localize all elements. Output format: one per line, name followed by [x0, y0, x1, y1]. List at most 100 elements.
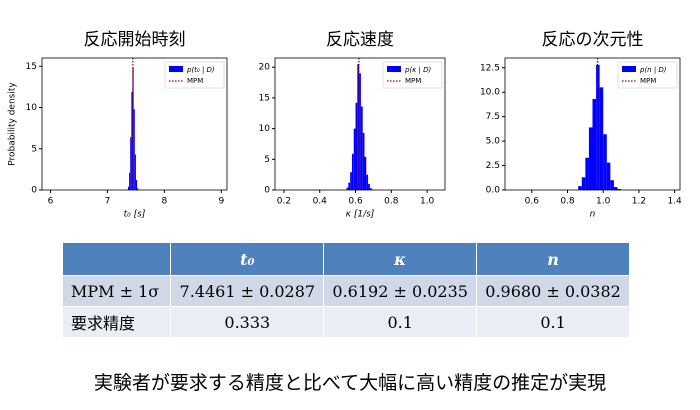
histogram-bar [137, 188, 139, 190]
histogram-bar [130, 137, 132, 190]
y-tick-label: 7.5 [486, 112, 500, 122]
cell: 7.4461 ± 0.0287 [170, 275, 325, 307]
legend-swatch [622, 66, 636, 72]
corner-cell [61, 242, 172, 276]
histogram-bar [135, 180, 138, 190]
histogram-bar [127, 186, 130, 190]
table-row: 要求精度 0.333 0.1 0.1 [61, 306, 630, 338]
chart-title: 反応の次元性 [542, 30, 644, 50]
x-tick-label: 1.0 [596, 197, 611, 207]
histogram-bar [348, 182, 351, 190]
legend-label: MPM [187, 77, 203, 85]
histogram-bar [346, 187, 349, 190]
column-header: t₀ [170, 242, 325, 276]
histogram-bar [599, 87, 604, 190]
legend-label: p(κ | D) [404, 66, 431, 74]
x-tick-label: 6 [48, 197, 54, 207]
legend-swatch [387, 66, 401, 72]
histogram-bar [131, 91, 133, 190]
x-tick-label: 0.8 [560, 197, 575, 207]
x-tick-label: 0.4 [313, 197, 328, 207]
legend-label: p(n | D) [639, 66, 667, 74]
histogram-bar [351, 153, 354, 190]
y-tick-label: 0.0 [486, 186, 501, 196]
x-tick-label: 1.0 [420, 197, 435, 207]
y-tick-label: 5.0 [486, 137, 501, 147]
histogram-bar [133, 109, 135, 190]
cell: 0.333 [170, 306, 325, 338]
y-tick-label: 0 [264, 186, 270, 196]
header-row: t₀ κ n [61, 242, 630, 276]
x-tick-label: 1.4 [667, 197, 682, 207]
chart-title: 反応開始時刻 [84, 30, 186, 50]
column-header: n [476, 242, 630, 276]
cell: 0.6192 ± 0.0235 [323, 275, 478, 307]
x-axis-label: κ [1/s] [346, 210, 375, 220]
x-axis-label: t₀ [s] [124, 210, 146, 220]
histogram-bar [581, 177, 586, 190]
y-tick-label: 2.5 [486, 161, 500, 171]
legend-label: MPM [640, 77, 656, 85]
x-tick-label: 8 [162, 197, 168, 207]
caption: 実験者が要求する精度と比べて大幅に高い精度の推定が実現 [93, 372, 607, 394]
histogram-bar [134, 154, 136, 190]
histogram-bar [366, 174, 369, 190]
x-tick-label: 0.6 [348, 197, 363, 207]
legend-label: p(t₀ | D) [186, 66, 215, 74]
x-tick-label: 0.8 [384, 197, 399, 207]
y-tick-label: 15 [259, 93, 270, 103]
cell: 0.1 [476, 306, 630, 338]
cell: 0.9680 ± 0.0382 [476, 275, 630, 307]
y-tick-label: 15 [26, 62, 37, 72]
histogram-bar [362, 132, 365, 190]
x-tick-label: 0.2 [277, 197, 291, 207]
row-label: MPM ± 1σ [61, 275, 172, 307]
legend-swatch [169, 66, 183, 72]
x-tick-label: 0.6 [525, 197, 540, 207]
y-tick-label: 10 [26, 103, 38, 113]
histogram-bar [613, 187, 618, 190]
result-table: t₀ κ n MPM ± 1σ 7.4461 ± 0.0287 0.6192 ±… [61, 242, 630, 338]
histogram-bar [585, 157, 589, 190]
x-tick-label: 7 [105, 197, 111, 207]
charts: 反応開始時刻 Probability density t₀ [s] 0 5 10 15 6 7 8… [8, 30, 683, 220]
column-header: κ [323, 242, 478, 276]
histogram-bar [588, 127, 593, 190]
y-axis-label: Probability density [8, 82, 18, 166]
x-tick-label: 1.2 [632, 197, 646, 207]
histogram-bar [610, 180, 614, 190]
histogram-bar [132, 67, 134, 190]
chart-title: 反応速度 [326, 30, 394, 50]
plot-frame [504, 57, 681, 191]
plot-frame [41, 57, 228, 191]
histogram-bar [357, 64, 360, 190]
histogram-bar [606, 162, 611, 190]
histogram-bar [368, 183, 370, 190]
y-tick-label: 10.0 [480, 88, 500, 98]
histogram-bar [353, 128, 356, 190]
histogram-bar [129, 172, 131, 190]
x-tick-label: 9 [218, 197, 224, 207]
legend-label: MPM [405, 77, 421, 85]
histogram-bar [369, 188, 372, 190]
histogram-bar [350, 172, 352, 190]
histogram-bar [360, 106, 363, 190]
histogram-bar [603, 134, 607, 190]
y-tick-label: 12.5 [480, 63, 500, 73]
row-label: 要求精度 [61, 306, 172, 338]
plot-frame [274, 57, 446, 191]
y-tick-label: 20 [259, 63, 271, 73]
table-row: MPM ± 1σ 7.4461 ± 0.0287 0.6192 ± 0.0235… [61, 275, 630, 307]
histogram-bar [355, 102, 358, 190]
histogram-bar [592, 99, 597, 190]
y-tick-label: 5 [264, 155, 270, 165]
cell: 0.1 [323, 306, 478, 338]
histogram-bar [359, 73, 361, 190]
histogram-bar [578, 186, 582, 190]
histogram-bar [617, 189, 622, 190]
x-axis-label: n [590, 210, 596, 220]
y-tick-label: 10 [259, 124, 271, 134]
y-tick-label: 0 [31, 186, 37, 196]
histogram-bar [364, 156, 367, 190]
